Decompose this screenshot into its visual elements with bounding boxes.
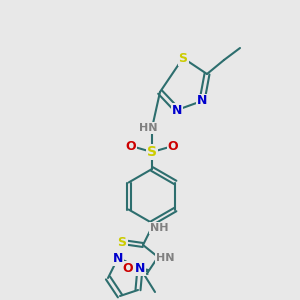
Text: N: N [113,251,123,265]
Text: S: S [147,145,157,159]
Text: HN: HN [156,253,174,263]
Text: O: O [168,140,178,152]
Text: S: S [118,236,127,248]
Text: O: O [123,262,133,275]
Text: O: O [126,140,136,152]
Text: N: N [172,103,182,116]
Text: N: N [197,94,207,107]
Text: NH: NH [150,223,168,233]
Text: S: S [178,52,188,64]
Text: N: N [135,262,145,275]
Text: HN: HN [139,123,157,133]
